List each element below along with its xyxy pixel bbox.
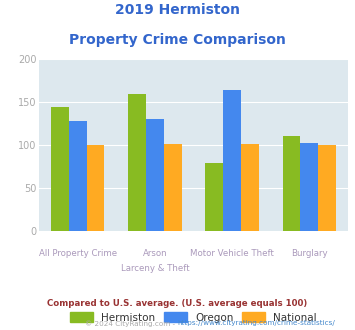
Bar (51, 107, 69, 231)
Bar (223, 90, 241, 231)
Bar (87, 145, 104, 231)
Bar (318, 145, 336, 231)
Bar (283, 136, 300, 231)
Text: Burglary: Burglary (291, 249, 328, 258)
Bar (128, 94, 146, 231)
Text: Larceny & Theft: Larceny & Theft (121, 264, 189, 273)
Text: Motor Vehicle Theft: Motor Vehicle Theft (190, 249, 274, 258)
Text: Property Crime Comparison: Property Crime Comparison (69, 33, 286, 47)
Bar (206, 163, 223, 231)
Text: © 2024 CityRating.com -: © 2024 CityRating.com - (85, 320, 178, 327)
Bar (241, 144, 259, 231)
Bar (146, 119, 164, 231)
Text: Compared to U.S. average. (U.S. average equals 100): Compared to U.S. average. (U.S. average … (47, 299, 308, 308)
Text: All Property Crime: All Property Crime (39, 249, 117, 258)
Text: Arson: Arson (143, 249, 167, 258)
Text: https://www.cityrating.com/crime-statistics/: https://www.cityrating.com/crime-statist… (178, 320, 335, 326)
Bar (300, 143, 318, 231)
Legend: Hermiston, Oregon, National: Hermiston, Oregon, National (66, 308, 321, 327)
Bar (164, 144, 181, 231)
Bar (69, 121, 87, 231)
Text: 2019 Hermiston: 2019 Hermiston (115, 3, 240, 17)
